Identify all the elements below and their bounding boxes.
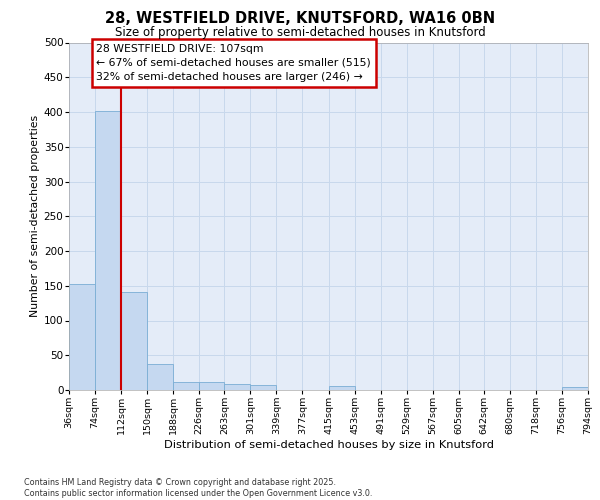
Bar: [173, 382, 199, 390]
Bar: [95, 112, 121, 390]
X-axis label: Distribution of semi-detached houses by size in Knutsford: Distribution of semi-detached houses by …: [163, 440, 493, 450]
Bar: [224, 384, 250, 390]
Text: 28, WESTFIELD DRIVE, KNUTSFORD, WA16 0BN: 28, WESTFIELD DRIVE, KNUTSFORD, WA16 0BN: [105, 11, 495, 26]
Bar: [329, 386, 355, 390]
Bar: [250, 385, 277, 390]
Y-axis label: Number of semi-detached properties: Number of semi-detached properties: [29, 115, 40, 318]
Bar: [69, 284, 95, 390]
Bar: [147, 364, 173, 390]
Bar: [199, 382, 224, 390]
Text: 28 WESTFIELD DRIVE: 107sqm
← 67% of semi-detached houses are smaller (515)
32% o: 28 WESTFIELD DRIVE: 107sqm ← 67% of semi…: [97, 44, 371, 82]
Text: Size of property relative to semi-detached houses in Knutsford: Size of property relative to semi-detach…: [115, 26, 485, 39]
Text: Contains HM Land Registry data © Crown copyright and database right 2025.
Contai: Contains HM Land Registry data © Crown c…: [24, 478, 373, 498]
Bar: [121, 292, 147, 390]
Bar: [562, 387, 588, 390]
